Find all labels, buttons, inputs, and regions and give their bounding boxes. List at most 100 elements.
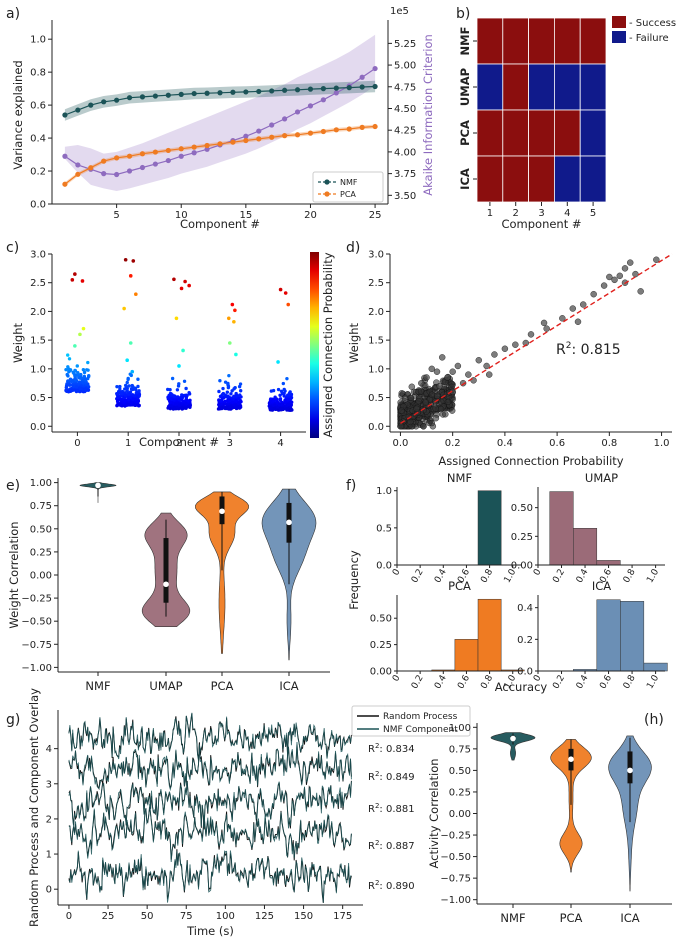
panel-d-ytick-label: 1.5 xyxy=(368,336,384,347)
weight-point xyxy=(133,386,138,391)
weight-point xyxy=(135,390,139,395)
weight-point xyxy=(285,376,289,381)
panel-a-legend-marker xyxy=(324,191,330,197)
weight-point xyxy=(283,291,288,295)
probability-weight-point xyxy=(417,388,425,395)
pca-point xyxy=(75,171,81,177)
probability-weight-point xyxy=(540,319,548,327)
aic-point xyxy=(139,164,146,171)
pca-point xyxy=(230,139,236,145)
weight-point xyxy=(115,391,119,396)
panel-c-xtick-label: 2 xyxy=(176,438,182,449)
panel-a-y2tick-label: 5.00 xyxy=(394,61,416,72)
panel-a-y2tick-label: 4.50 xyxy=(394,104,416,115)
weight-point xyxy=(238,404,243,408)
panel-f-umap-xtick-label: 0.8 xyxy=(622,567,638,585)
probability-weight-point xyxy=(569,305,576,312)
weight-point xyxy=(236,397,241,401)
aic-point xyxy=(282,116,288,122)
heatmap-cell xyxy=(476,63,504,111)
panel-c-ytick-label: 1.0 xyxy=(30,364,46,375)
probability-weight-point xyxy=(449,368,456,375)
panel-a-xtick-label: 20 xyxy=(304,210,317,221)
heatmap-cell xyxy=(528,109,555,157)
nmf-point xyxy=(126,95,133,101)
panel-f-umap-xtick-label: 1.0 xyxy=(645,567,661,585)
weight-point xyxy=(81,381,86,385)
pca-point xyxy=(217,141,223,147)
probability-weight-point xyxy=(483,362,490,370)
panel-d-xtick-label: 0.0 xyxy=(392,438,408,449)
nmf-point xyxy=(75,107,81,113)
panel-e-ytick-label: −0.25 xyxy=(21,594,52,605)
weight-point xyxy=(233,308,237,313)
probability-weight-point xyxy=(491,351,498,358)
nmf-point xyxy=(62,112,68,118)
panel-f-ica-ytick-label: 0.2 xyxy=(517,635,533,646)
weight-point xyxy=(285,406,290,410)
weight-point xyxy=(66,374,70,378)
weight-point xyxy=(283,399,287,403)
panel-f-pca-xtick-label: 0 xyxy=(391,673,403,683)
weight-point xyxy=(168,400,172,404)
nmf-component-trace xyxy=(68,803,352,863)
probability-weight-point xyxy=(501,345,509,352)
aic-point xyxy=(152,161,158,167)
weight-point xyxy=(66,390,71,394)
weight-point xyxy=(232,403,236,407)
nmf-point xyxy=(333,85,339,91)
panel-c-label: c) xyxy=(6,240,19,256)
weight-point xyxy=(179,405,184,410)
panel-a-label: a) xyxy=(6,6,20,22)
panel-c-xlabel: Component # xyxy=(139,435,219,449)
probability-weight-point xyxy=(398,407,405,414)
probability-weight-point xyxy=(470,377,477,384)
nmf-point xyxy=(269,88,275,94)
nmf-point xyxy=(294,87,301,93)
nmf-point xyxy=(256,88,262,95)
r-squared-symbol: R xyxy=(556,342,566,358)
r-squared-trace-label: R2: 0.887 xyxy=(368,839,415,852)
weight-point xyxy=(278,397,283,401)
panel-d-xtick-label: 0.6 xyxy=(549,438,565,449)
pca-point xyxy=(294,132,301,138)
panel-g-xtick-label: 100 xyxy=(216,911,235,922)
weight-point xyxy=(127,384,131,388)
panel-h-ytick-label: 0.25 xyxy=(449,787,471,798)
panel-h-ytick-label: 0.75 xyxy=(449,744,471,755)
panel-f-ica-xtick-label: 0 xyxy=(532,673,544,683)
weight-point xyxy=(133,394,137,398)
pca-point xyxy=(204,142,210,149)
probability-weight-point xyxy=(543,325,550,332)
weight-point xyxy=(118,384,122,389)
pca-point xyxy=(152,149,158,155)
weight-point xyxy=(86,376,90,381)
weight-point xyxy=(76,371,80,375)
heatmap-cell xyxy=(502,109,529,157)
pca-point xyxy=(101,158,107,164)
pca-point xyxy=(165,147,171,154)
weight-point xyxy=(136,399,140,403)
pca-point xyxy=(346,126,352,132)
panel-e-ytick-label: −0.50 xyxy=(21,617,52,628)
probability-weight-point xyxy=(486,371,493,378)
probability-weight-point xyxy=(600,282,608,289)
weight-point xyxy=(168,406,173,411)
weight-point xyxy=(175,388,180,392)
panel-f-ylabel: Frequency xyxy=(347,550,361,610)
pca-point xyxy=(139,151,146,157)
panel-b-xtick-label: 1 xyxy=(487,208,493,219)
panel-a-y2tick-label: 3.50 xyxy=(394,191,416,202)
heatmap-cell xyxy=(528,17,555,65)
weight-point xyxy=(127,392,132,397)
panel-e-category-label: NMF xyxy=(85,679,110,693)
probability-weight-point xyxy=(422,399,430,406)
weight-point xyxy=(286,398,291,402)
panel-e-label: e) xyxy=(6,478,20,494)
weight-point xyxy=(128,372,132,376)
panel-g-legend-random: Random Process xyxy=(383,712,458,722)
weight-point xyxy=(220,405,224,410)
r-squared-value: : 0.887 xyxy=(379,841,414,852)
random-process-trace xyxy=(68,849,352,903)
nmf-point xyxy=(346,85,352,91)
